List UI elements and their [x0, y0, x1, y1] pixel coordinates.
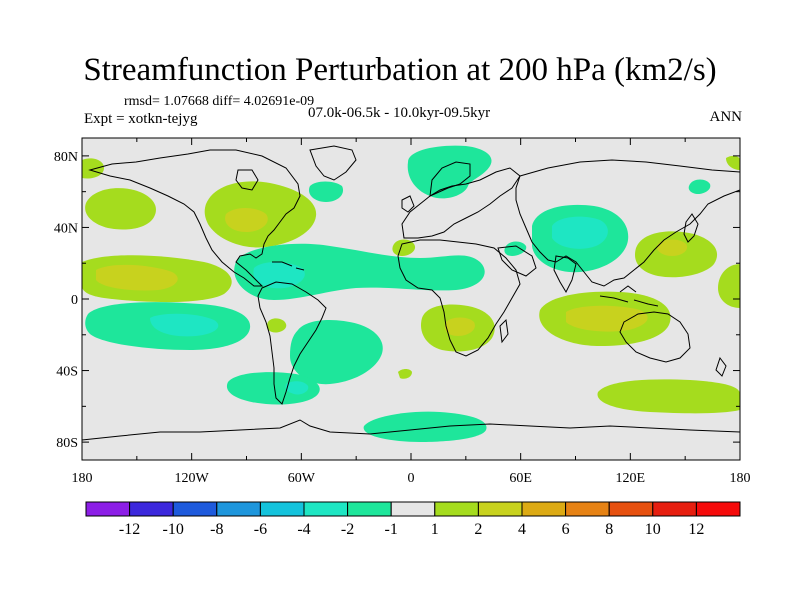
colorbar-label: -10 — [163, 521, 184, 538]
latitude-axis: 80N 40N 0 40S 80S — [54, 150, 740, 451]
colorbar-swatch — [565, 501, 610, 517]
colorbar-swatch — [85, 501, 131, 517]
negative-region — [290, 320, 383, 385]
experiment-label: Expt = xotkn-tejyg — [84, 111, 198, 127]
plot-title: Streamfunction Perturbation at 200 hPa (… — [83, 52, 717, 88]
positive-region — [597, 379, 740, 414]
lat-tick-label: 80N — [54, 150, 78, 165]
positive-region — [85, 188, 156, 230]
coastline-caribbean — [272, 261, 305, 271]
positive-region — [718, 264, 740, 308]
longitude-axis: 180 120W 60W 0 60E 120E 180 — [72, 138, 751, 486]
coastline-asia — [515, 159, 740, 287]
negative-region — [234, 243, 485, 300]
coastline-arabia — [497, 245, 537, 277]
lon-tick-label: 120E — [616, 471, 646, 486]
positive-core — [225, 208, 268, 232]
positive-region — [398, 369, 412, 379]
colorbar-swatch — [172, 501, 218, 517]
positive-core — [656, 239, 688, 256]
coastline-scandinavia — [429, 161, 471, 197]
colorbar-swatch — [521, 501, 567, 517]
coastline-new-zealand — [715, 356, 727, 377]
negative-core — [285, 381, 309, 395]
lon-tick-label: 60E — [509, 471, 532, 486]
coastline-madagascar — [499, 318, 509, 344]
negative-region — [226, 372, 320, 405]
coastline-africa — [397, 239, 521, 357]
colorbar-label: -12 — [119, 521, 140, 538]
colorbar-swatch — [608, 501, 654, 517]
coastline-antarctica — [82, 419, 740, 441]
positive-region — [726, 155, 740, 170]
lon-tick-label: 180 — [730, 471, 751, 486]
colorbar-swatch — [259, 501, 305, 517]
coastline-india — [553, 255, 577, 294]
colorbar-label: 8 — [605, 521, 613, 538]
coastline-japan — [683, 213, 699, 243]
positive-region-group — [82, 155, 740, 414]
colorbar-label: 6 — [562, 521, 570, 538]
lon-tick-label: 180 — [72, 471, 93, 486]
lat-tick-label: 0 — [71, 293, 78, 308]
colorbar-label: 2 — [474, 521, 482, 538]
coastline-indonesia — [599, 285, 659, 307]
lon-tick-label: 0 — [408, 471, 415, 486]
rmsd-diff-label: rmsd= 1.07668 diff= 4.02691e-09 — [124, 94, 315, 109]
negative-region — [407, 145, 492, 199]
negative-region — [308, 181, 344, 202]
colorbar-label: -8 — [210, 521, 223, 538]
colorbar: -12 -10 -8 -6 -4 -2 -1 1 2 4 6 8 10 12 — [85, 501, 741, 538]
negative-core — [552, 216, 608, 249]
coastline-australia — [619, 311, 691, 363]
contour-fields — [82, 145, 740, 442]
colorbar-swatch — [129, 501, 174, 517]
coastline-hudson-bay — [235, 169, 259, 191]
colorbar-swatch — [695, 501, 741, 517]
period-label: 07.0k-06.5k - 10.0kyr-09.5kyr — [308, 105, 491, 121]
positive-region — [266, 318, 287, 333]
colorbar-swatch — [303, 501, 349, 517]
lat-tick-label: 40N — [54, 221, 78, 236]
colorbar-swatch — [216, 501, 261, 517]
colorbar-label: 1 — [431, 521, 439, 538]
coastline-north-america — [88, 149, 301, 287]
positive-core — [96, 264, 178, 291]
negative-core — [253, 262, 305, 289]
lon-tick-label: 60W — [288, 471, 316, 486]
coastline-british-isles — [401, 195, 415, 213]
negative-core — [150, 313, 219, 337]
negative-region — [363, 411, 487, 442]
positive-region — [82, 158, 104, 179]
colorbar-label: -4 — [297, 521, 310, 538]
positive-region — [392, 239, 416, 256]
positive-core — [444, 317, 475, 336]
negative-region — [504, 241, 527, 256]
coastline-greenland — [309, 145, 357, 181]
colorbar-swatch — [347, 501, 392, 517]
negative-region — [688, 179, 711, 194]
lon-tick-label: 120W — [175, 471, 210, 486]
colorbar-swatch — [390, 501, 436, 517]
coastline-europe — [401, 167, 521, 239]
colorbar-swatch — [477, 501, 523, 517]
colorbar-label: -2 — [341, 521, 354, 538]
lat-tick-label: 40S — [56, 365, 78, 380]
season-label: ANN — [709, 109, 743, 125]
lat-tick-label: 80S — [56, 436, 78, 451]
positive-core — [566, 305, 648, 332]
colorbar-label: -1 — [385, 521, 398, 538]
colorbar-label: 4 — [518, 521, 526, 538]
colorbar-label: 10 — [645, 521, 661, 538]
negative-region-group — [85, 145, 711, 442]
coastline-south-america — [257, 281, 327, 405]
colorbar-swatch — [434, 501, 479, 517]
colorbar-label: -6 — [254, 521, 267, 538]
colorbar-swatch — [652, 501, 697, 517]
colorbar-label: 12 — [688, 521, 704, 538]
coastlines — [82, 145, 740, 441]
